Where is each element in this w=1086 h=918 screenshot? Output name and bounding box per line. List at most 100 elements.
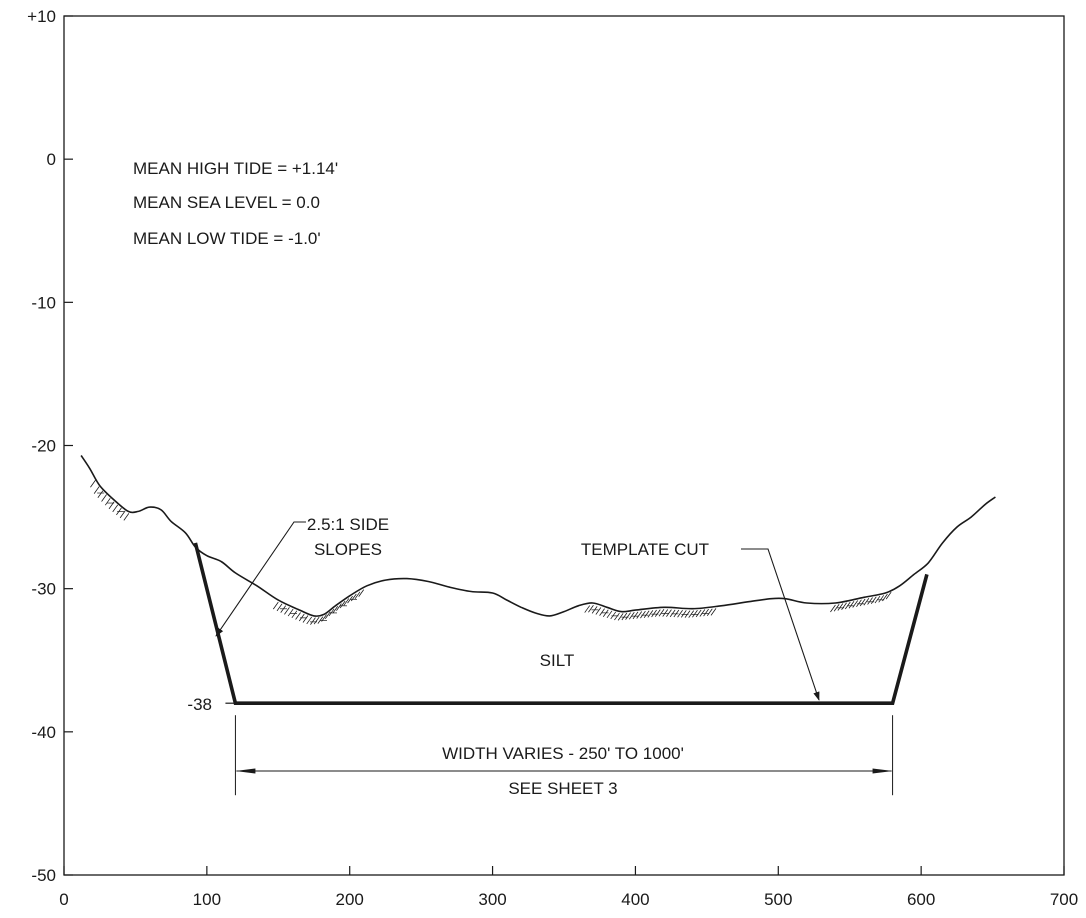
template-cut-leader <box>741 548 820 701</box>
width-dimension <box>234 715 894 796</box>
hatch-stroke <box>339 600 346 609</box>
hatch-stroke <box>658 609 665 617</box>
hatch-stroke <box>636 611 643 619</box>
hatch-stroke <box>852 600 859 608</box>
hatch-stroke <box>310 617 316 625</box>
existing-bottom-line <box>80 455 996 617</box>
hatch-stroke <box>703 608 709 617</box>
hatch-stroke <box>885 591 892 600</box>
hatch-stroke <box>610 611 617 620</box>
hatch-stroke <box>298 613 305 622</box>
hatch-stroke <box>841 602 847 610</box>
y-tick-label: -10 <box>31 293 56 312</box>
hatch-stroke <box>833 604 840 612</box>
hatch-stroke <box>123 513 130 521</box>
template-cut-line <box>193 542 929 706</box>
silt-label: SILT <box>540 651 575 670</box>
hatch-stroke <box>119 510 126 519</box>
hatch-stroke <box>692 609 698 618</box>
x-tick-label: 400 <box>621 890 649 909</box>
tide-notes: MEAN HIGH TIDE = +1.14' MEAN SEA LEVEL =… <box>133 159 338 248</box>
hatch-stroke <box>710 608 717 616</box>
hatch-stroke <box>628 612 635 620</box>
hatch-stroke <box>870 596 877 605</box>
hatch-stroke <box>599 608 605 616</box>
hatch-stroke <box>878 595 885 603</box>
hatch-stroke <box>666 609 672 617</box>
hatch-stroke <box>699 609 706 617</box>
hatch-stroke <box>647 610 654 618</box>
y-axis-ticks: +10 0 -10 -20 -30 -40 -50 <box>27 7 73 885</box>
hatch-stroke <box>617 613 624 621</box>
hatch-stroke <box>302 615 309 623</box>
hatch-stroke <box>859 598 866 607</box>
hatch-stroke <box>863 598 870 606</box>
x-tick-label: 300 <box>478 890 506 909</box>
see-sheet-label: SEE SHEET 3 <box>508 779 617 798</box>
note-mean-high-tide: MEAN HIGH TIDE = +1.14' <box>133 159 338 178</box>
hatch-stroke <box>643 610 650 618</box>
hatch-stroke <box>677 609 683 618</box>
bottom-hatching <box>90 479 892 625</box>
hatch-stroke <box>856 599 862 608</box>
hatch-stroke <box>112 504 119 513</box>
hatch-stroke <box>584 605 591 613</box>
hatch-stroke <box>343 598 350 606</box>
hatch-stroke <box>867 597 873 605</box>
hatch-stroke <box>706 608 713 616</box>
template-cut-section <box>193 542 929 706</box>
y-tick-label: -50 <box>31 866 56 885</box>
x-tick-label: 200 <box>336 890 364 909</box>
hatch-stroke <box>602 609 609 617</box>
hatch-stroke <box>291 610 298 619</box>
hatch-stroke <box>588 605 594 613</box>
hatch-stroke <box>332 606 339 614</box>
y-tick-label: 0 <box>47 150 56 169</box>
width-varies-label: WIDTH VARIES - 250' TO 1000' <box>442 744 684 763</box>
hatch-stroke <box>354 591 361 600</box>
hatch-stroke <box>662 609 669 617</box>
x-tick-label: 700 <box>1050 890 1078 909</box>
hatch-stroke <box>695 609 702 618</box>
hatch-stroke <box>669 609 676 618</box>
hatch-stroke <box>90 479 96 488</box>
hatch-stroke <box>336 603 342 611</box>
x-tick-label: 0 <box>59 890 68 909</box>
hatch-stroke <box>328 608 335 617</box>
hatch-stroke <box>625 612 631 620</box>
hatch-stroke <box>848 601 855 609</box>
hatch-stroke <box>680 610 687 618</box>
template-cut-label: TEMPLATE CUT <box>581 540 709 559</box>
x-axis-ticks: 0 100 200 300 400 500 600 700 <box>59 866 1078 909</box>
x-tick-label: 100 <box>193 890 221 909</box>
hatch-stroke <box>93 486 100 494</box>
hatch-stroke <box>272 601 279 610</box>
hatch-stroke <box>104 497 111 506</box>
hatch-stroke <box>313 616 320 625</box>
note-mean-sea-level: MEAN SEA LEVEL = 0.0 <box>133 193 320 212</box>
y-tick-label: -20 <box>31 437 56 456</box>
y-tick-label: +10 <box>27 7 56 26</box>
hatch-stroke <box>287 608 294 617</box>
y-tick-label: -30 <box>31 580 56 599</box>
hatch-stroke <box>837 603 844 611</box>
hatch-stroke <box>295 612 301 620</box>
hatch-stroke <box>651 609 657 618</box>
hatch-stroke <box>640 610 646 619</box>
hatch-stroke <box>830 604 836 613</box>
x-tick-label: 600 <box>907 890 935 909</box>
leader-lines <box>215 521 820 701</box>
y-tick-label: -40 <box>31 723 56 742</box>
hatch-stroke <box>284 607 290 615</box>
note-mean-low-tide: MEAN LOW TIDE = -1.0' <box>133 229 321 248</box>
hatch-stroke <box>324 611 331 619</box>
hatch-stroke <box>358 589 365 597</box>
hatch-stroke <box>614 612 620 621</box>
existing-bottom-profile <box>80 455 996 617</box>
side-slopes-leader <box>215 521 306 637</box>
bottom-elevation-label: -38 <box>187 695 212 714</box>
side-slopes-label-line1: 2.5:1 SIDE <box>307 515 389 534</box>
hatch-stroke <box>276 603 283 612</box>
hatch-stroke <box>595 607 602 615</box>
